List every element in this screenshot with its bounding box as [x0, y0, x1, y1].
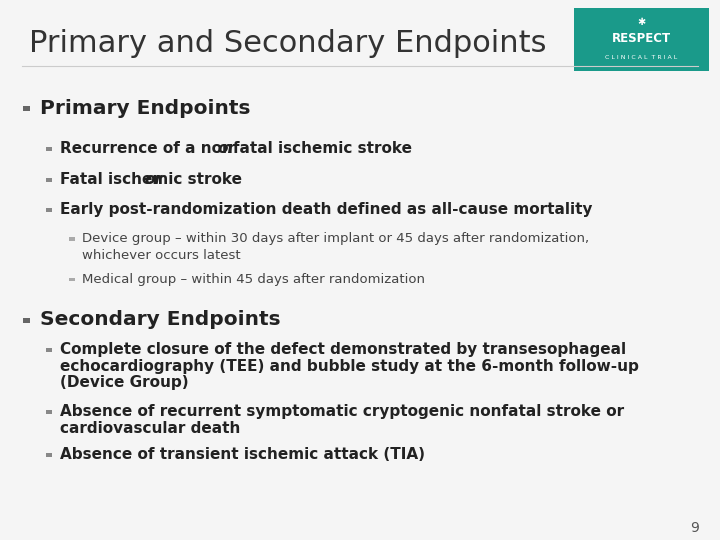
FancyBboxPatch shape — [46, 348, 52, 352]
FancyBboxPatch shape — [23, 106, 30, 111]
Text: ✱: ✱ — [637, 17, 646, 26]
Text: C L I N I C A L  T R I A L: C L I N I C A L T R I A L — [606, 55, 678, 60]
FancyBboxPatch shape — [46, 410, 52, 414]
Text: (Device Group): (Device Group) — [60, 375, 189, 390]
Text: 9: 9 — [690, 521, 699, 535]
Text: Early post-randomization death defined as all-cause mortality: Early post-randomization death defined a… — [60, 202, 593, 217]
FancyBboxPatch shape — [69, 278, 75, 281]
Text: RESPECT: RESPECT — [612, 32, 671, 45]
Text: Secondary Endpoints: Secondary Endpoints — [40, 310, 280, 329]
Text: cardiovascular death: cardiovascular death — [60, 421, 240, 436]
Text: Primary and Secondary Endpoints: Primary and Secondary Endpoints — [29, 29, 546, 58]
Text: Primary Endpoints: Primary Endpoints — [40, 98, 250, 118]
Text: Absence of recurrent symptomatic cryptogenic nonfatal stroke or: Absence of recurrent symptomatic cryptog… — [60, 404, 624, 419]
FancyBboxPatch shape — [46, 453, 52, 457]
FancyBboxPatch shape — [46, 208, 52, 212]
Text: Fatal ischemic stroke: Fatal ischemic stroke — [60, 172, 247, 187]
Text: whichever occurs latest: whichever occurs latest — [82, 249, 240, 262]
Text: or: or — [145, 172, 163, 187]
FancyBboxPatch shape — [46, 147, 52, 151]
Text: Recurrence of a nonfatal ischemic stroke: Recurrence of a nonfatal ischemic stroke — [60, 141, 417, 156]
FancyBboxPatch shape — [46, 178, 52, 182]
Text: or: or — [217, 141, 235, 156]
Text: Complete closure of the defect demonstrated by transesophageal: Complete closure of the defect demonstra… — [60, 342, 626, 357]
Text: Absence of transient ischemic attack (TIA): Absence of transient ischemic attack (TI… — [60, 447, 425, 462]
Text: Device group – within 30 days after implant or 45 days after randomization,: Device group – within 30 days after impl… — [82, 232, 589, 245]
FancyBboxPatch shape — [69, 237, 75, 241]
FancyBboxPatch shape — [574, 8, 709, 71]
FancyBboxPatch shape — [23, 318, 30, 323]
Text: echocardiography (TEE) and bubble study at the 6-month follow-up: echocardiography (TEE) and bubble study … — [60, 359, 639, 374]
Text: Medical group – within 45 days after randomization: Medical group – within 45 days after ran… — [82, 273, 425, 286]
